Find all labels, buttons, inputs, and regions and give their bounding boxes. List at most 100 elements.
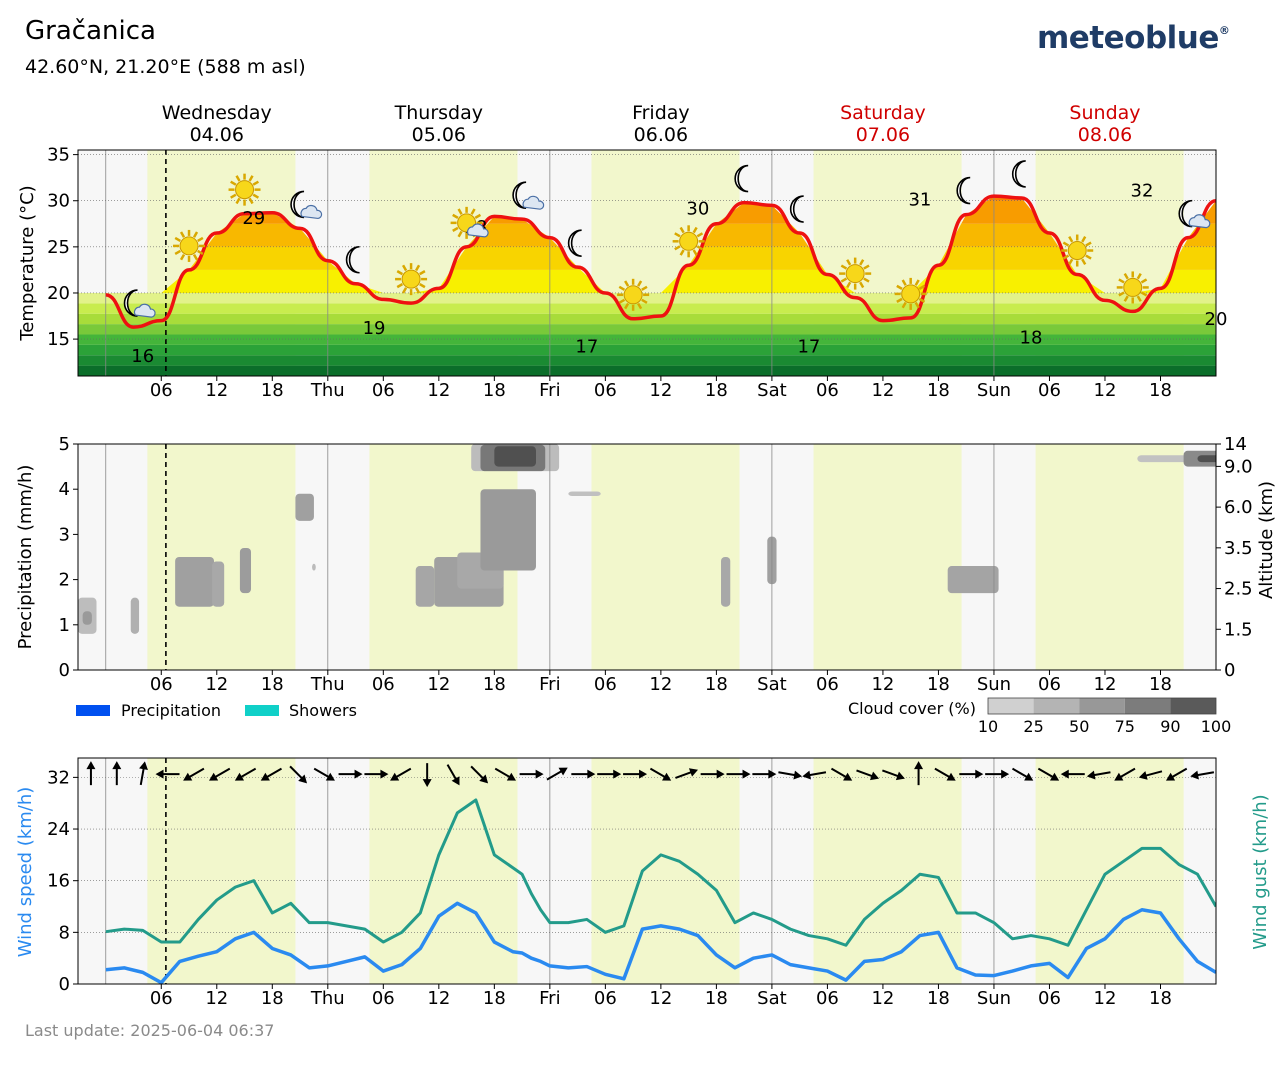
wind-direction-arrow — [208, 767, 231, 781]
showers-legend-swatch — [245, 705, 279, 716]
sun-disc — [623, 285, 643, 305]
sun-ray — [1118, 278, 1125, 284]
x-tick-label: Thu — [310, 380, 345, 401]
x-tick-label: Sun — [977, 380, 1011, 401]
x-tick-label: 12 — [205, 988, 228, 1009]
x-tick-label: 18 — [483, 380, 506, 401]
cloud-cover-area — [239, 547, 252, 594]
x-tick-label: 06 — [816, 380, 839, 401]
temperature-extreme-label: 17 — [575, 337, 598, 358]
wind-direction-arrow — [260, 767, 283, 781]
cloud-cover-area — [721, 557, 731, 607]
arrow-head — [260, 772, 270, 781]
arrow-head — [390, 772, 400, 781]
sun-ray — [901, 279, 907, 286]
sun-ray — [1085, 254, 1092, 260]
arrow-shaft — [1011, 767, 1030, 780]
arrow-head — [155, 769, 164, 779]
arrow-head — [298, 774, 308, 784]
sun-ray — [174, 249, 181, 256]
wind-gust-line — [105, 798, 1216, 947]
y-tick-label: 3 — [59, 524, 70, 545]
sun-ray — [901, 301, 907, 309]
sun-icon — [839, 257, 872, 290]
cloud-cover-area — [212, 561, 225, 607]
arrow-head — [688, 768, 699, 777]
x-tick-label: 18 — [705, 988, 728, 1009]
sun-ray — [1081, 236, 1087, 243]
wind-direction-arrows — [86, 761, 1215, 788]
day-date: 07.06 — [856, 124, 910, 146]
arrow-shaft — [1118, 767, 1136, 780]
arrow-shaft — [393, 767, 412, 780]
cloud-cover-swatch — [988, 698, 1034, 714]
x-tick-label: 18 — [927, 380, 950, 401]
cloud-cover-area — [295, 493, 314, 521]
sun-ray — [174, 236, 181, 243]
cloud-cover-area — [480, 489, 536, 571]
sun-disc — [679, 231, 699, 251]
x-tick-label: Sun — [977, 674, 1011, 695]
sun-ray — [1140, 278, 1148, 284]
x-tick-label: 18 — [1149, 674, 1172, 695]
arrow-head — [895, 771, 905, 781]
x-tick-label: 12 — [427, 988, 450, 1009]
arrow-head — [1165, 772, 1176, 781]
daylight-band — [369, 758, 518, 984]
x-tick-label: 06 — [372, 674, 395, 695]
sun-ray — [197, 249, 204, 256]
moon-cloud-icon — [123, 289, 156, 318]
arrow-head — [558, 767, 568, 776]
sun-disc — [401, 269, 421, 289]
sun-icon — [173, 229, 206, 262]
small-cloud — [522, 195, 545, 210]
moon-crescent — [1011, 160, 1026, 188]
arrow-shaft — [934, 767, 952, 780]
arrow-shaft — [546, 769, 564, 781]
small-cloud — [1188, 214, 1211, 229]
sun-ray — [230, 180, 237, 186]
wind-direction-arrow — [1114, 767, 1136, 781]
cloud-cover-level-label: 75 — [1115, 717, 1135, 736]
wind-gust-axis-label: Wind gust (km/h) — [1250, 794, 1271, 949]
sun-ray — [692, 226, 698, 234]
x-tick-label: 18 — [483, 674, 506, 695]
arrow-shaft — [289, 765, 305, 781]
sun-ray — [248, 197, 254, 205]
wind-direction-arrow — [856, 769, 880, 781]
wind-direction-arrow — [364, 769, 389, 779]
arrow-shaft — [139, 766, 146, 786]
panel-frame — [77, 757, 1217, 985]
temperature-extreme-label: 16 — [131, 346, 154, 367]
sun-ray — [235, 175, 241, 182]
sun-icon — [672, 225, 705, 258]
wind-direction-arrow — [726, 769, 751, 779]
wind-direction-arrow — [546, 767, 568, 781]
x-tick-label: 06 — [594, 380, 617, 401]
cloud-cover-level-label: 10 — [978, 717, 998, 736]
arrow-head — [1060, 769, 1069, 779]
cloud-cover-swatch — [1124, 698, 1171, 714]
day-name: Saturday — [840, 102, 926, 124]
x-tick-label: 18 — [1149, 988, 1172, 1009]
wind-direction-arrow — [494, 767, 517, 781]
cloud-cover-area — [415, 566, 435, 607]
arrow-head — [613, 769, 622, 779]
sun-icon — [617, 278, 650, 311]
x-tick-label: 06 — [150, 674, 173, 695]
sun-ray — [1068, 236, 1074, 243]
arrow-head — [479, 774, 489, 784]
cold-temperature-band — [78, 303, 1216, 314]
wind-direction-arrow — [234, 767, 257, 781]
arrow-shaft — [313, 767, 332, 780]
day-date: 06.06 — [634, 124, 688, 146]
moon-cloud-icon — [1178, 199, 1211, 229]
sun-ray — [419, 270, 426, 276]
x-tick-label: Fri — [539, 988, 560, 1009]
wind-direction-arrow — [985, 769, 1010, 779]
meteoblue-logo[interactable]: meteoblue® — [1037, 20, 1230, 56]
sun-ray — [863, 264, 870, 270]
precipitation-legend-label: Precipitation — [121, 701, 221, 720]
arrow-shaft — [1195, 771, 1215, 777]
sun-ray — [918, 284, 926, 290]
